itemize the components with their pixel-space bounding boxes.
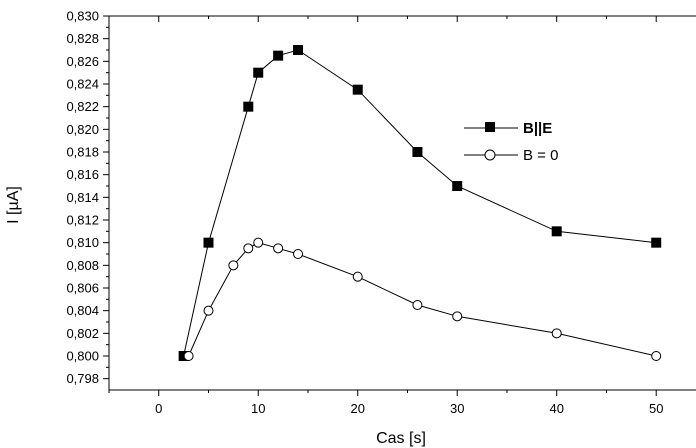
legend-square-marker [485, 122, 495, 132]
data-point-circle [273, 243, 284, 254]
y-tick-label: 0,826 [66, 54, 99, 69]
x-axis-ticks: 0 10 20 30 40 50 [108, 16, 663, 416]
data-point-circle [352, 271, 363, 282]
y-tick-label: 0,824 [66, 77, 99, 92]
y-tick-label: 0,810 [66, 235, 99, 250]
data-point-square [253, 67, 264, 78]
legend-circle-marker [484, 149, 496, 161]
data-point-circle [243, 243, 254, 254]
data-point-circle [651, 351, 662, 361]
data-point-circle [183, 351, 194, 361]
y-tick-label: 0,816 [66, 167, 99, 182]
data-point-square [293, 45, 304, 55]
data-point-circle [452, 311, 463, 322]
y-tick-label: 0,802 [66, 326, 99, 341]
data-point-square [273, 50, 284, 61]
y-tick-label: 0,798 [66, 371, 99, 386]
y-tick-label: 0,814 [66, 190, 99, 205]
y-tick-label: 0,828 [66, 31, 99, 46]
data-point-circle [253, 237, 264, 248]
x-tick-label: 20 [350, 401, 364, 416]
data-point-circle [293, 249, 304, 259]
data-point-square [452, 181, 463, 191]
series-layer [178, 45, 662, 361]
x-tick-label: 40 [549, 401, 563, 416]
y-axis-title: I [µA] [5, 186, 22, 224]
data-point-square [651, 237, 662, 248]
x-tick-label: 50 [649, 401, 663, 416]
data-point-circle [412, 300, 423, 310]
x-axis-title: Cas [s] [376, 430, 426, 447]
y-tick-label: 0,818 [66, 145, 99, 160]
legend: B||E B = 0 [464, 120, 558, 164]
series-line-0 [183, 49, 657, 357]
y-axis-ticks: 0,798 0,800 0,802 0,804 0,806 0,808 0,810 0,812… [66, 9, 109, 386]
x-tick-label: 30 [450, 401, 464, 416]
data-point-circle [551, 328, 562, 339]
y-tick-label: 0,830 [66, 9, 99, 24]
x-tick-label: 10 [251, 401, 265, 416]
data-point-square [551, 226, 562, 237]
data-point-square [412, 147, 423, 157]
y-tick-label: 0,804 [66, 303, 99, 318]
legend-label-b-zero: B = 0 [523, 147, 558, 164]
y-tick-label: 0,820 [66, 122, 99, 137]
data-point-circle [203, 305, 214, 316]
legend-label-b-parallel-e: B||E [523, 120, 552, 137]
y-tick-label: 0,822 [66, 99, 99, 114]
series-line-1 [188, 242, 657, 357]
y-tick-label: 0,800 [66, 349, 99, 364]
data-point-square [243, 101, 254, 112]
plot-frame [108, 15, 696, 391]
y-tick-label: 0,812 [66, 213, 99, 228]
data-point-square [352, 84, 363, 95]
y-tick-label: 0,806 [66, 281, 99, 296]
data-point-square [203, 237, 214, 248]
y-tick-label: 0,808 [66, 258, 99, 273]
x-tick-label: 0 [155, 401, 162, 416]
data-point-circle [228, 260, 239, 271]
